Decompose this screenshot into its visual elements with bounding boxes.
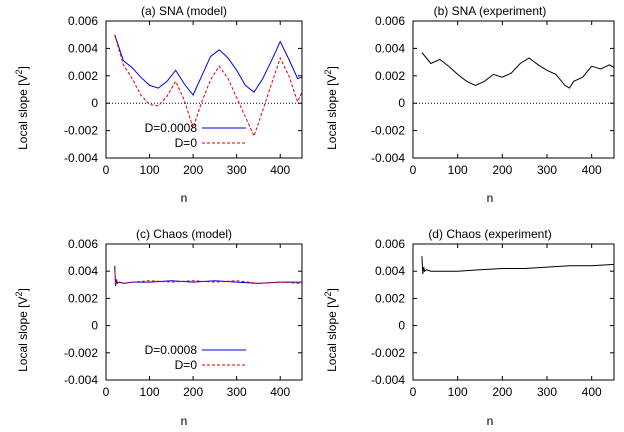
y-tick-label: -0.004 [371, 373, 405, 387]
y-tick-label: -0.002 [64, 346, 98, 360]
x-tick-label: 400 [270, 163, 290, 177]
panel-c-chaos-model: (c) Chaos (model) n Local slope [V2] 0 10… [14, 227, 303, 428]
y-tick-label: 0.004 [68, 264, 98, 278]
y-tick-label: 0.004 [375, 41, 405, 55]
x-axis-label: n [487, 191, 494, 205]
series-line-1 [114, 34, 303, 96]
y-tick-label: 0.004 [68, 41, 98, 55]
x-tick-label: 0 [410, 163, 417, 177]
y-tick-label: 0.002 [375, 69, 405, 83]
y-tick-label: 0.006 [68, 14, 98, 28]
chart-title: (c) Chaos (model) [136, 227, 232, 241]
y-axis-label-close: ] [325, 66, 339, 69]
x-tick-label: 300 [537, 163, 557, 177]
x-tick-label: 300 [227, 385, 247, 399]
y-axis-label-superscript: 2 [14, 291, 24, 296]
y-axis-label-superscript: 2 [323, 69, 333, 74]
plot-frame [105, 20, 303, 159]
x-tick-label: 100 [448, 385, 468, 399]
x-tick-label: 200 [492, 163, 512, 177]
x-tick-label: 0 [103, 385, 110, 399]
legend-label: D=0.0008 [145, 343, 198, 357]
y-axis-label-superscript: 2 [14, 69, 24, 74]
panel-a-sna-model: (a) SNA (model) n Local slope [V2] 0 100 2… [14, 4, 303, 205]
x-tick-label: 0 [103, 163, 110, 177]
x-tick-label: 200 [183, 163, 203, 177]
y-tick-label: 0.006 [375, 14, 405, 28]
y-tick-label: 0 [398, 319, 405, 333]
series-line-2 [114, 34, 303, 138]
x-axis-label: n [487, 414, 494, 428]
y-tick-label: -0.002 [64, 124, 98, 138]
series-line-2 [114, 267, 303, 285]
x-tick-label: 400 [270, 385, 290, 399]
y-axis-label-text: Local slope [V [16, 296, 30, 371]
y-tick-label: -0.004 [64, 373, 98, 387]
y-axis-label: Local slope [V2] [323, 288, 339, 372]
y-axis-label-text: Local slope [V [325, 296, 339, 371]
y-axis-label-text: Local slope [V [16, 74, 30, 149]
y-tick-label: 0.002 [68, 291, 98, 305]
x-tick-label: 300 [537, 385, 557, 399]
y-tick-label: -0.004 [371, 151, 405, 165]
y-tick-label: -0.002 [371, 346, 405, 360]
x-tick-label: 400 [582, 385, 602, 399]
y-axis-label-text: Local slope [V [325, 74, 339, 149]
y-tick-label: 0.006 [68, 237, 98, 251]
x-tick-label: 300 [227, 163, 247, 177]
x-axis-label: n [181, 191, 188, 205]
y-tick-label: 0.002 [68, 69, 98, 83]
legend-label: D=0 [175, 136, 198, 150]
x-tick-label: 0 [410, 385, 417, 399]
x-tick-label: 100 [140, 385, 160, 399]
x-tick-label: 100 [448, 163, 468, 177]
y-tick-label: -0.002 [371, 124, 405, 138]
y-tick-label: 0.006 [375, 237, 405, 251]
y-tick-label: -0.004 [64, 151, 98, 165]
legend-label: D=0 [175, 358, 198, 372]
chart-title: (b) SNA (experiment) [434, 4, 547, 18]
y-tick-label: 0.002 [375, 291, 405, 305]
series-line-1 [421, 256, 615, 274]
y-axis-label: Local slope [V2] [14, 66, 30, 150]
y-axis-label: Local slope [V2] [14, 288, 30, 372]
chart-title: (a) SNA (model) [141, 4, 227, 18]
y-tick-label: 0 [91, 96, 98, 110]
plot-frame [412, 243, 615, 381]
y-axis-label-superscript: 2 [323, 291, 333, 296]
x-tick-label: 200 [183, 385, 203, 399]
series-line-1 [421, 52, 615, 89]
y-axis-label-close: ] [16, 288, 30, 291]
y-axis-label-close: ] [325, 288, 339, 291]
panel-d-chaos-experiment: (d) Chaos (experiment) n Local slope [V2… [323, 227, 615, 428]
y-axis-label: Local slope [V2] [323, 66, 339, 150]
legend-label: D=0.0008 [145, 121, 198, 135]
y-tick-label: 0 [91, 319, 98, 333]
y-tick-label: 0.004 [375, 264, 405, 278]
y-axis-label-close: ] [16, 66, 30, 69]
x-tick-label: 400 [582, 163, 602, 177]
x-tick-label: 100 [140, 163, 160, 177]
series-line-1 [114, 265, 302, 287]
plot-frame [412, 20, 615, 159]
y-tick-label: 0 [398, 96, 405, 110]
panel-b-sna-experiment: (b) SNA (experiment) n Local slope [V2] … [323, 4, 615, 205]
chart-title: (d) Chaos (experiment) [428, 227, 551, 241]
plot-frame [105, 243, 303, 381]
x-tick-label: 200 [492, 385, 512, 399]
x-axis-label: n [181, 414, 188, 428]
